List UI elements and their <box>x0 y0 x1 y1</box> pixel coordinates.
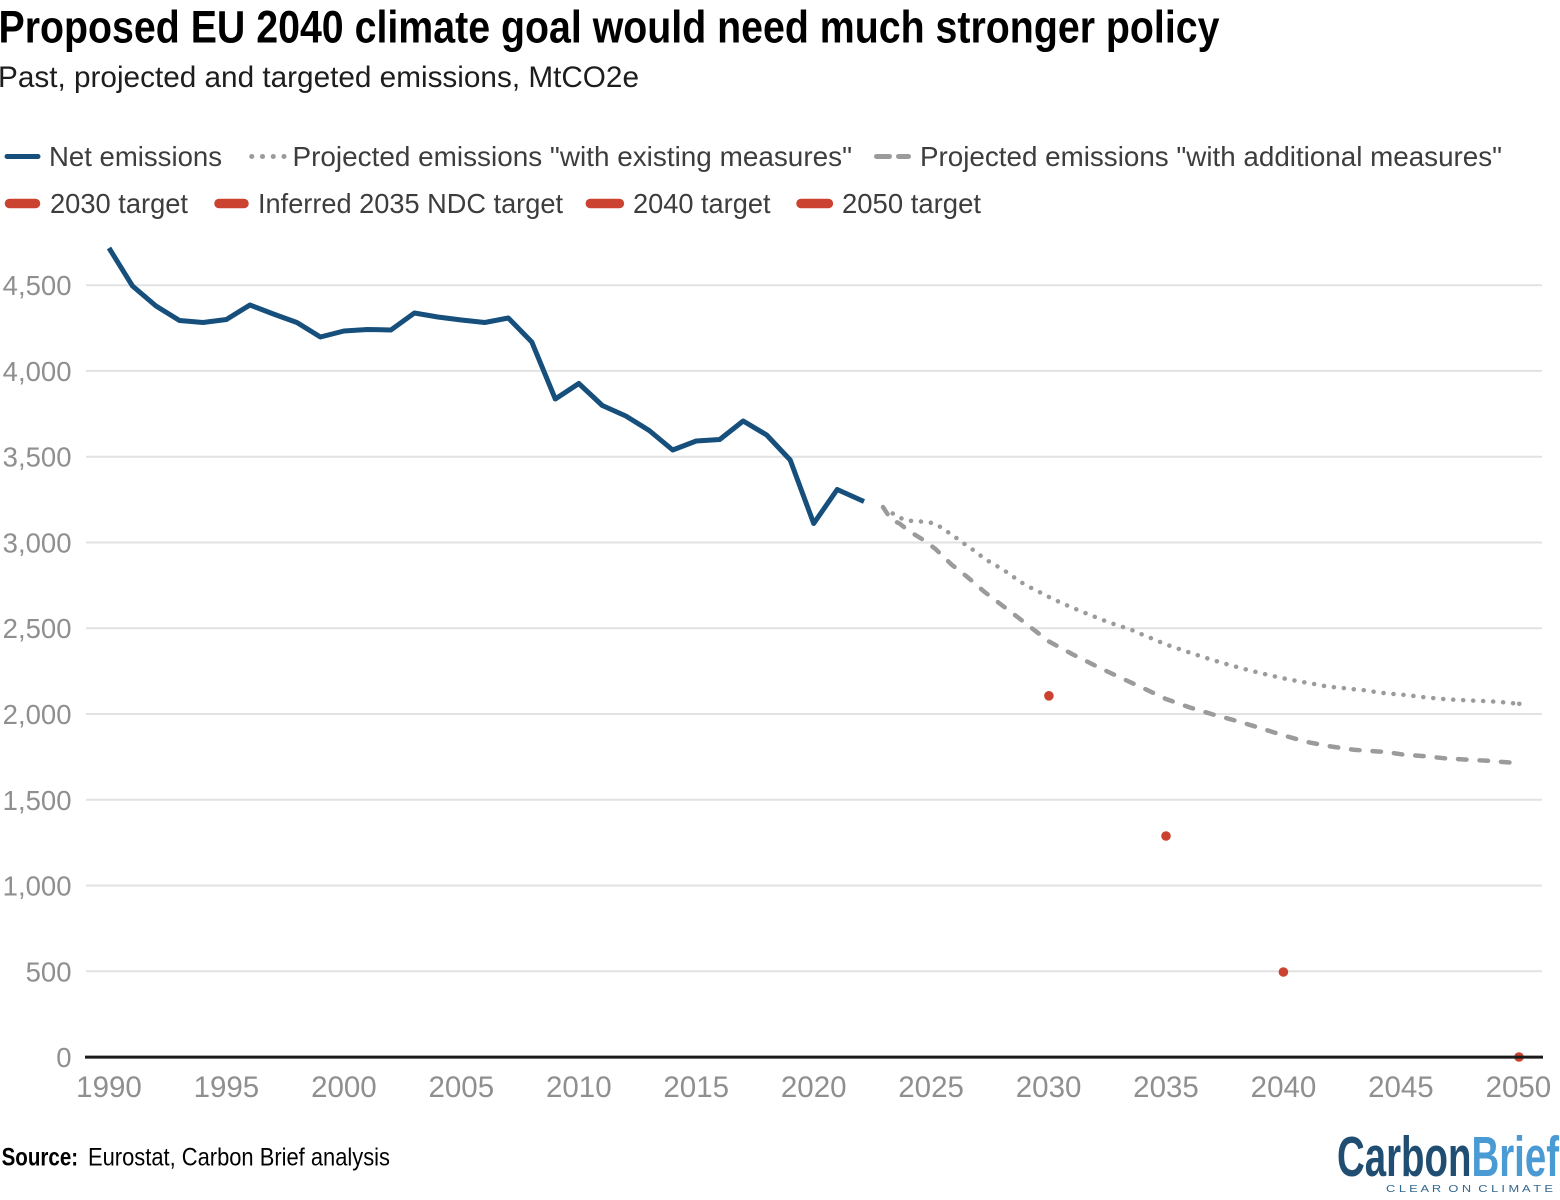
svg-text:Net emissions: Net emissions <box>49 141 222 172</box>
svg-text:2030 target: 2030 target <box>50 188 188 219</box>
svg-text:2020: 2020 <box>781 1071 847 1104</box>
svg-text:2010: 2010 <box>546 1071 612 1104</box>
svg-text:2005: 2005 <box>428 1071 494 1104</box>
svg-text:500: 500 <box>26 956 72 987</box>
svg-text:2040 target: 2040 target <box>633 188 771 219</box>
svg-text:2050 target: 2050 target <box>842 188 981 219</box>
svg-text:2,000: 2,000 <box>3 699 72 730</box>
svg-text:2045: 2045 <box>1368 1071 1434 1104</box>
svg-text:2000: 2000 <box>311 1071 377 1104</box>
svg-text:3,500: 3,500 <box>3 442 72 473</box>
svg-text:1990: 1990 <box>76 1071 142 1104</box>
svg-text:2050: 2050 <box>1486 1071 1552 1104</box>
svg-text:C L E A R O N C L I M A T E: C L E A R O N C L I M A T E <box>1386 1183 1553 1195</box>
svg-text:Inferred 2035 NDC target: Inferred 2035 NDC target <box>258 188 563 219</box>
svg-text:2030: 2030 <box>1016 1071 1082 1104</box>
svg-text:2,500: 2,500 <box>3 613 72 644</box>
svg-text:2035: 2035 <box>1133 1071 1199 1104</box>
svg-text:4,000: 4,000 <box>3 356 72 387</box>
svg-text:Source:: Source: <box>2 1144 79 1172</box>
svg-text:2040: 2040 <box>1251 1071 1317 1104</box>
svg-text:2015: 2015 <box>663 1071 729 1104</box>
svg-text:3,000: 3,000 <box>3 528 72 559</box>
svg-text:1,000: 1,000 <box>3 871 72 902</box>
svg-text:1995: 1995 <box>194 1071 260 1104</box>
svg-text:Projected emissions "with addi: Projected emissions "with additional mea… <box>920 141 1502 172</box>
svg-text:Past, projected and targeted e: Past, projected and targeted emissions, … <box>0 61 639 94</box>
svg-text:Eurostat, Carbon Brief analysi: Eurostat, Carbon Brief analysis <box>88 1144 390 1172</box>
svg-text:1,500: 1,500 <box>3 785 72 816</box>
svg-text:4,500: 4,500 <box>3 270 72 301</box>
svg-text:Proposed EU 2040 climate goal: Proposed EU 2040 climate goal would need… <box>0 1 1220 52</box>
svg-text:2025: 2025 <box>898 1071 964 1104</box>
svg-text:Projected emissions "with exis: Projected emissions "with existing measu… <box>293 141 853 172</box>
svg-text:0: 0 <box>56 1042 71 1073</box>
